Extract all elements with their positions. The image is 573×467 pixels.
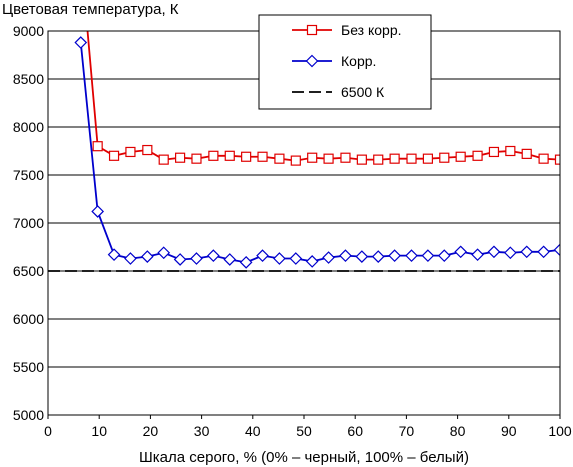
y-tick-label: 6000 xyxy=(13,311,44,327)
x-tick-label: 40 xyxy=(245,423,261,439)
data-point-corrected xyxy=(273,252,286,265)
data-point-uncorrected xyxy=(439,152,450,163)
plot-area xyxy=(48,31,560,272)
x-tick-label: 60 xyxy=(347,423,363,439)
data-point-corrected xyxy=(256,249,269,262)
data-point-uncorrected xyxy=(554,154,560,165)
legend-marker-corrected xyxy=(305,54,319,68)
y-tick-label: 7000 xyxy=(13,215,44,231)
data-point-corrected xyxy=(405,249,418,262)
data-point-uncorrected xyxy=(208,150,219,161)
x-tick-label: 0 xyxy=(44,423,52,439)
data-point-corrected xyxy=(437,249,451,262)
x-axis-title: Шкала серого, % (0% – черный, 100% – бел… xyxy=(139,449,469,466)
data-point-uncorrected xyxy=(142,144,153,156)
data-point-uncorrected xyxy=(125,146,136,158)
data-point-uncorrected xyxy=(92,141,103,152)
data-point-uncorrected xyxy=(158,154,169,165)
data-point-corrected xyxy=(157,246,171,260)
y-tick-label: 8000 xyxy=(13,119,44,135)
data-point-corrected xyxy=(124,252,137,265)
data-point-uncorrected xyxy=(191,153,202,164)
data-point-corrected xyxy=(454,245,468,259)
y-tick-label: 5500 xyxy=(13,359,44,375)
x-axis-ticks: 0 10 20 30 40 50 60 70 80 90 100 xyxy=(44,415,572,439)
data-point-uncorrected xyxy=(224,150,235,161)
x-tick-label: 30 xyxy=(194,423,210,439)
data-point-corrected xyxy=(239,256,253,269)
data-point-uncorrected xyxy=(505,145,516,157)
x-tick-label: 90 xyxy=(501,423,517,439)
data-point-uncorrected xyxy=(356,154,367,165)
data-point-corrected xyxy=(74,36,88,49)
data-point-uncorrected xyxy=(373,154,384,165)
data-point-uncorrected xyxy=(323,153,334,164)
data-point-corrected xyxy=(305,255,319,268)
data-point-corrected xyxy=(371,250,385,263)
data-point-corrected xyxy=(107,248,121,262)
x-tick-label: 80 xyxy=(450,423,466,439)
data-point-uncorrected xyxy=(108,150,120,161)
legend-label-corrected: Корр. xyxy=(341,53,376,69)
legend-marker-uncorrected xyxy=(306,24,318,36)
y-tick-label: 9000 xyxy=(13,23,44,39)
data-point-uncorrected xyxy=(340,152,351,163)
data-point-corrected xyxy=(173,253,187,266)
legend-box xyxy=(258,14,432,110)
legend-label-reference: 6500 К xyxy=(341,84,385,100)
data-point-uncorrected xyxy=(389,153,400,164)
data-point-corrected xyxy=(355,250,369,263)
x-tick-label: 70 xyxy=(399,423,415,439)
x-tick-label: 20 xyxy=(143,423,159,439)
data-point-corrected xyxy=(289,252,303,265)
data-point-corrected xyxy=(223,253,237,266)
data-point-uncorrected xyxy=(455,151,466,162)
data-point-corrected xyxy=(471,248,484,262)
data-point-corrected xyxy=(190,252,203,265)
data-point-uncorrected xyxy=(174,152,186,163)
data-point-uncorrected xyxy=(307,152,318,163)
data-point-uncorrected xyxy=(422,153,434,164)
x-tick-label: 50 xyxy=(296,423,312,439)
y-tick-label: 7500 xyxy=(13,167,44,183)
data-point-uncorrected xyxy=(257,151,268,162)
data-point-corrected xyxy=(537,245,550,259)
data-point-corrected xyxy=(339,249,352,262)
data-point-uncorrected xyxy=(521,148,532,159)
data-point-uncorrected xyxy=(472,150,483,161)
data-point-corrected xyxy=(503,246,517,260)
data-point-uncorrected xyxy=(274,153,285,164)
data-point-corrected xyxy=(322,251,335,264)
data-point-corrected xyxy=(207,249,220,262)
data-point-uncorrected xyxy=(406,153,417,164)
x-tick-label: 10 xyxy=(91,423,107,439)
data-point-uncorrected xyxy=(488,146,500,158)
legend-label-uncorrected: Без корр. xyxy=(341,22,402,38)
data-point-corrected xyxy=(421,249,435,262)
data-point-uncorrected xyxy=(241,151,252,162)
data-point-corrected xyxy=(140,250,154,263)
data-point-corrected xyxy=(91,205,105,218)
y-tick-label: 6500 xyxy=(13,263,44,279)
data-point-corrected xyxy=(487,245,501,259)
data-point-corrected xyxy=(520,245,534,259)
data-point-uncorrected xyxy=(290,155,301,166)
x-tick-label: 100 xyxy=(548,423,572,439)
y-axis-ticks: 5000 5500 6000 6500 7000 7500 8000 8500 9000 xyxy=(13,23,44,423)
data-point-corrected xyxy=(553,243,560,257)
legend: Без корр. Корр. 6500 К xyxy=(258,14,432,110)
chart-title: Цветовая температура, К xyxy=(2,1,179,18)
data-point-corrected xyxy=(388,249,401,262)
y-tick-label: 5000 xyxy=(13,407,44,423)
y-tick-label: 8500 xyxy=(13,71,44,87)
data-point-uncorrected xyxy=(538,153,549,164)
